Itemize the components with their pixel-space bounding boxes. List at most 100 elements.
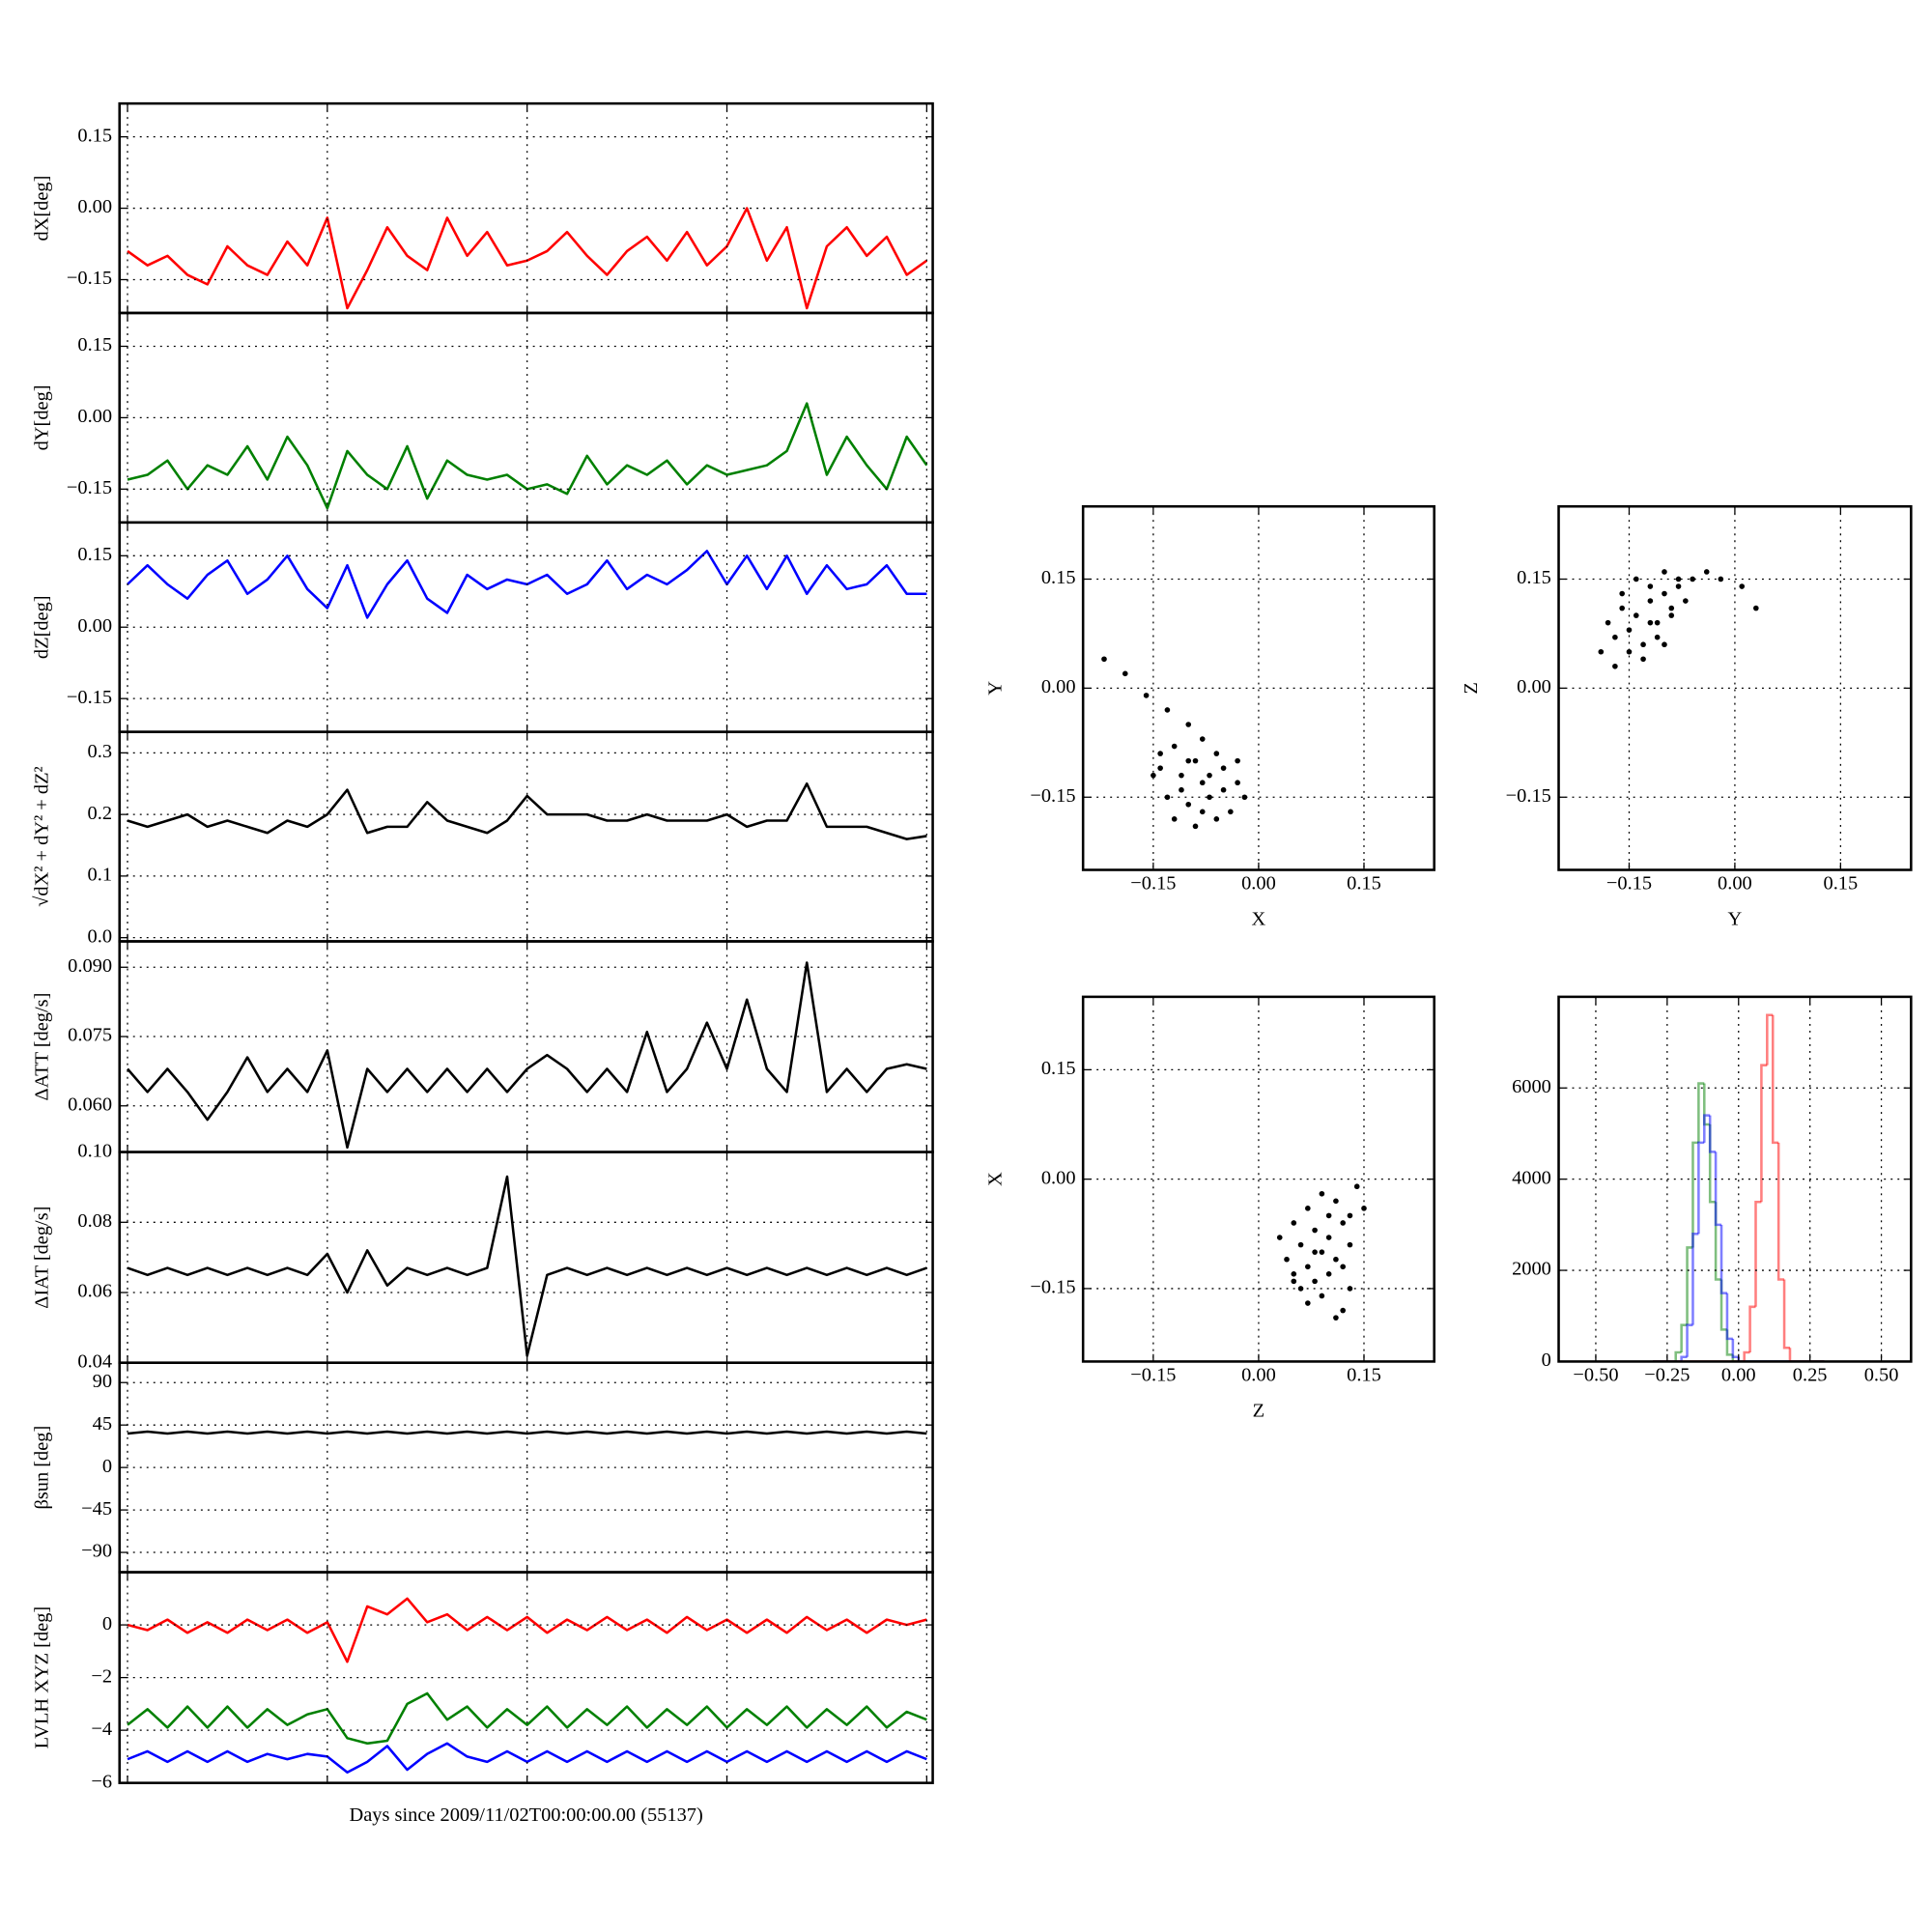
scatter-point bbox=[1626, 648, 1633, 655]
y-axis-label: √dX² + dY² + dZ² bbox=[31, 766, 52, 906]
y-tick-label: 0.06 bbox=[77, 1281, 112, 1302]
scatter-point bbox=[1284, 1256, 1290, 1263]
scatter-point bbox=[1703, 569, 1710, 575]
scatter-point bbox=[1675, 583, 1682, 589]
data-line bbox=[127, 781, 927, 840]
histogram-step bbox=[1788, 1348, 1796, 1362]
scatter-point bbox=[1185, 757, 1192, 764]
scatter-point bbox=[1151, 772, 1156, 779]
scatter-point bbox=[1739, 583, 1746, 589]
y-tick-label: 0.0 bbox=[88, 925, 112, 947]
scatter-point bbox=[1192, 823, 1199, 830]
scatter-point bbox=[1612, 663, 1618, 669]
histogram-step bbox=[1760, 1064, 1768, 1203]
histogram-step bbox=[1771, 1014, 1779, 1145]
plot-area bbox=[127, 961, 927, 1150]
data-line bbox=[127, 1691, 927, 1746]
scatter-point bbox=[1612, 634, 1618, 640]
x-tick-label: −0.15 bbox=[1130, 873, 1176, 895]
scatter-point bbox=[1340, 1264, 1346, 1270]
y-axis-label: X bbox=[985, 1172, 1007, 1186]
y-tick-label: 0.00 bbox=[77, 406, 112, 427]
y-tick-label: 0.060 bbox=[68, 1094, 112, 1115]
scatter-point bbox=[1235, 757, 1240, 764]
scatter-point bbox=[1753, 605, 1759, 611]
x-tick-label: −0.15 bbox=[1130, 1364, 1176, 1385]
scatter-point bbox=[1347, 1286, 1353, 1292]
scatter-point bbox=[1325, 1235, 1332, 1240]
y-tick-label: 0 bbox=[102, 1456, 112, 1477]
scatter-point bbox=[1662, 590, 1667, 597]
data-line bbox=[127, 1597, 927, 1663]
scatter-point bbox=[1164, 707, 1171, 713]
x-tick-label: −0.25 bbox=[1644, 1364, 1690, 1385]
data-line bbox=[127, 1742, 927, 1775]
scatter-point bbox=[1598, 648, 1605, 655]
x-tick-label: −0.50 bbox=[1573, 1364, 1618, 1385]
y-tick-label: 2000 bbox=[1512, 1259, 1551, 1280]
y-tick-label: −0.15 bbox=[1030, 1277, 1075, 1298]
y-tick-label: 0.075 bbox=[68, 1025, 112, 1046]
scatter-point bbox=[1633, 576, 1639, 582]
scatter-point bbox=[1122, 670, 1128, 677]
scatter-point bbox=[1333, 1315, 1339, 1321]
scatter-point bbox=[1347, 1241, 1353, 1248]
y-tick-label: 0.15 bbox=[77, 125, 112, 146]
data-line bbox=[127, 961, 927, 1150]
scatter-point bbox=[1640, 656, 1646, 663]
scatter-point bbox=[1199, 780, 1206, 786]
y-axis-label: dY[deg] bbox=[31, 384, 52, 450]
scatter-point bbox=[1305, 1300, 1311, 1306]
scatter-point bbox=[1647, 583, 1654, 589]
scatter-point bbox=[1647, 598, 1654, 604]
scatter-point bbox=[1654, 634, 1661, 640]
histogram-step bbox=[1782, 1279, 1790, 1350]
y-tick-label: 0.00 bbox=[77, 196, 112, 217]
x-tick-label: 0.50 bbox=[1864, 1364, 1899, 1385]
scatter-point bbox=[1340, 1220, 1346, 1226]
histogram-step bbox=[1719, 1224, 1727, 1294]
y-tick-label: 0.00 bbox=[77, 615, 112, 637]
x-axis-label: Days since 2009/11/02T00:00:00.00 (55137… bbox=[350, 1804, 703, 1826]
y-tick-label: −0.15 bbox=[1506, 785, 1551, 807]
y-tick-label: −0.15 bbox=[67, 687, 112, 708]
scatter-point bbox=[1312, 1278, 1318, 1285]
y-tick-label: 0.1 bbox=[88, 865, 112, 886]
scatter-point bbox=[1276, 1235, 1283, 1240]
plot-area bbox=[1598, 569, 1759, 669]
y-tick-label: 0.10 bbox=[77, 1140, 112, 1161]
scatter-point bbox=[1333, 1256, 1339, 1263]
y-tick-label: 6000 bbox=[1512, 1076, 1551, 1097]
x-tick-label: −0.15 bbox=[1606, 873, 1652, 895]
histogram-step bbox=[1748, 1305, 1756, 1352]
scatter-point bbox=[1101, 656, 1107, 663]
scatter-point bbox=[1633, 612, 1639, 618]
y-tick-label: 0.3 bbox=[88, 741, 112, 762]
plot-area bbox=[127, 781, 927, 840]
scatter-point bbox=[1668, 605, 1675, 611]
data-line bbox=[127, 1430, 927, 1435]
scatter-point bbox=[1235, 780, 1240, 786]
scatter-point bbox=[1619, 605, 1625, 611]
y-tick-label: 0.00 bbox=[1041, 676, 1076, 697]
scatter-point bbox=[1305, 1264, 1311, 1270]
scatter-point bbox=[1718, 576, 1724, 582]
y-axis-label: Y bbox=[985, 681, 1007, 696]
y-tick-label: −0.15 bbox=[67, 477, 112, 498]
histogram-step bbox=[1697, 1082, 1705, 1143]
scatter-point bbox=[1199, 809, 1206, 815]
scatter-point bbox=[1157, 751, 1163, 756]
histogram-step bbox=[1714, 1202, 1722, 1281]
histogram-step bbox=[1703, 1114, 1711, 1143]
y-axis-label: ΔATT [deg/s] bbox=[31, 993, 52, 1101]
y-tick-label: 0.090 bbox=[68, 955, 112, 977]
histogram-step bbox=[1697, 1141, 1705, 1235]
scatter-point bbox=[1297, 1241, 1304, 1248]
scatter-point bbox=[1164, 794, 1171, 801]
histogram-step bbox=[1686, 1323, 1693, 1357]
y-tick-label: 0.08 bbox=[77, 1210, 112, 1232]
scatter-point bbox=[1199, 736, 1206, 742]
scatter-point bbox=[1220, 765, 1227, 771]
histogram-step bbox=[1731, 1338, 1739, 1358]
